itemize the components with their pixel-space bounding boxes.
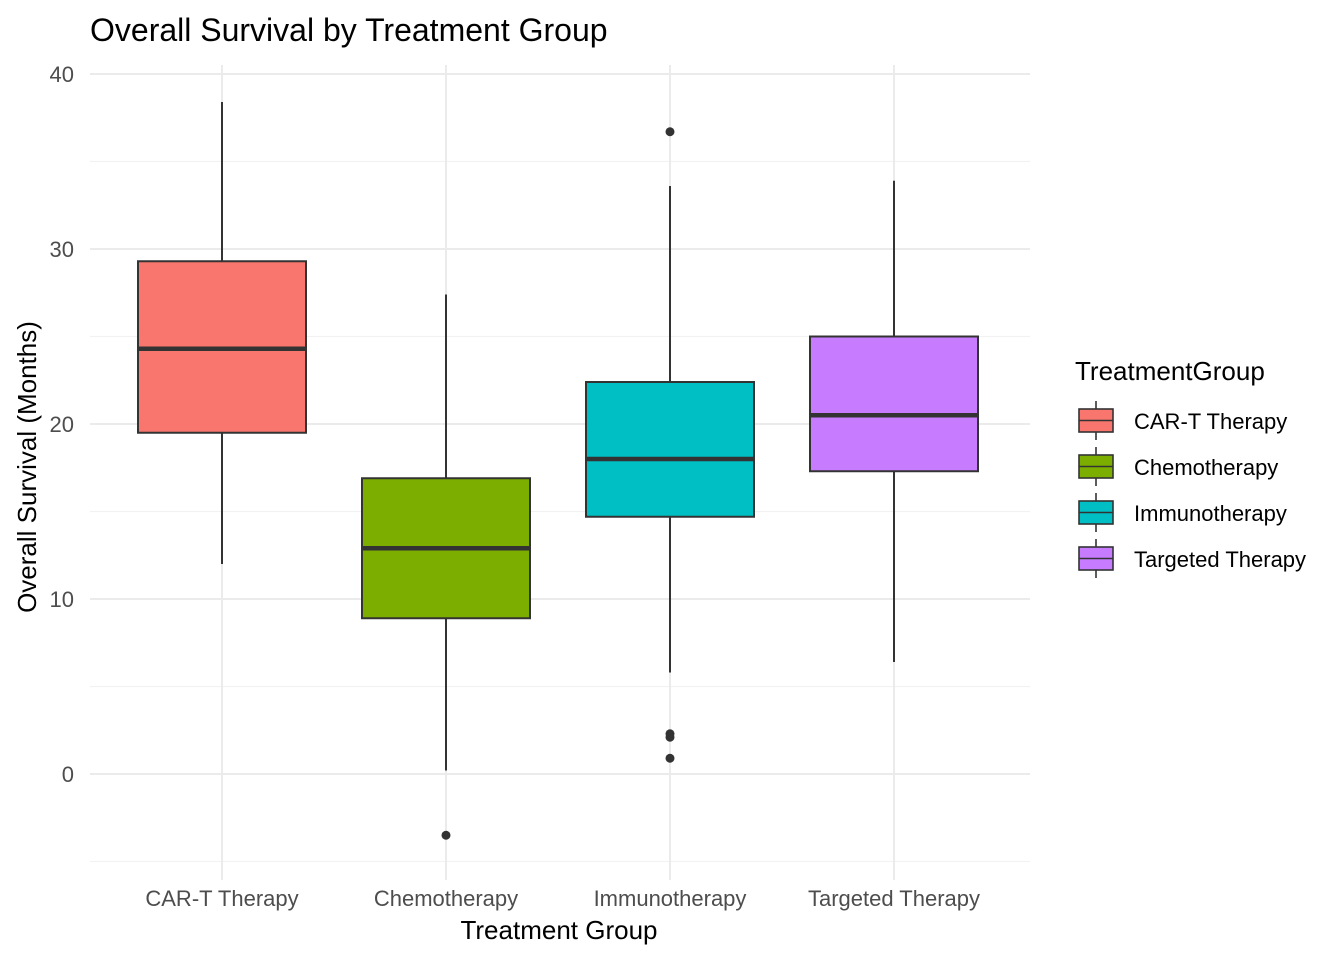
chart-title: Overall Survival by Treatment Group: [90, 12, 608, 48]
legend-item: Chemotherapy: [1078, 447, 1278, 486]
y-tick-label: 20: [50, 412, 74, 437]
box-group: [809, 180, 979, 662]
y-axis-title: Overall Survival (Months): [12, 321, 42, 613]
outlier-point: [665, 753, 675, 763]
legend-label: Immunotherapy: [1134, 501, 1287, 526]
legend-label: Chemotherapy: [1134, 455, 1278, 480]
x-tick-label: Chemotherapy: [374, 886, 518, 911]
legend-item: Targeted Therapy: [1078, 539, 1306, 578]
x-tick-label: Targeted Therapy: [808, 886, 980, 911]
legend-label: Targeted Therapy: [1134, 547, 1306, 572]
y-tick-label: 10: [50, 587, 74, 612]
x-axis-ticks: CAR-T Therapy Chemotherapy Immunotherapy Ta…: [145, 886, 980, 911]
legend-title: TreatmentGroup: [1075, 356, 1265, 386]
y-tick-label: 30: [50, 237, 74, 262]
box-group: [137, 102, 307, 564]
legend-items: CAR-T Therapy Chemotherapy Immunotherapy Ta…: [1078, 401, 1306, 578]
x-tick-label: Immunotherapy: [594, 886, 747, 911]
box-iqr: [585, 381, 755, 518]
y-tick-label: 0: [62, 762, 74, 787]
y-axis-ticks: 0 10 20 30 40: [50, 62, 74, 787]
outlier-point: [665, 127, 675, 137]
outlier-point: [441, 830, 451, 840]
box-group: [361, 294, 531, 840]
grid-lines: [90, 65, 1030, 880]
box-group: [585, 127, 755, 763]
box-series: [137, 102, 979, 840]
box-iqr: [809, 335, 979, 473]
x-tick-label: CAR-T Therapy: [145, 886, 298, 911]
outlier-point: [665, 732, 675, 742]
legend-label: CAR-T Therapy: [1134, 409, 1287, 434]
legend: TreatmentGroup CAR-T Therapy Chemotherapy…: [1075, 356, 1306, 578]
legend-item: CAR-T Therapy: [1078, 401, 1287, 440]
x-axis-title: Treatment Group: [460, 915, 657, 945]
legend-item: Immunotherapy: [1078, 493, 1287, 532]
y-tick-label: 40: [50, 62, 74, 87]
